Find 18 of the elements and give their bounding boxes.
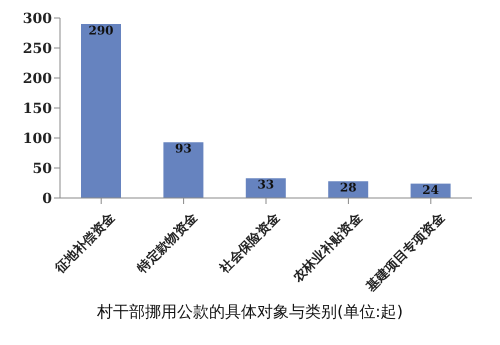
y-tick-label: 100 [22, 130, 52, 147]
bar [81, 24, 121, 198]
x-tick-label: 特定款物资金 [133, 209, 202, 277]
x-tick-label: 征地补偿资金 [51, 209, 119, 277]
data-label: 290 [88, 24, 114, 38]
data-label: 24 [422, 183, 439, 198]
x-tick-label: 社会保险资金 [216, 209, 284, 277]
data-label: 28 [340, 180, 357, 195]
y-tick-label: 50 [32, 160, 52, 177]
bar [163, 142, 204, 198]
y-tick-label: 200 [22, 70, 52, 87]
y-tick-label: 300 [22, 10, 52, 27]
text: 村干部挪用公款的具体对象与类别(单位:起) [96, 302, 404, 323]
data-label: 33 [257, 178, 274, 192]
y-tick-label: 0 [42, 190, 52, 207]
y-tick-label: 150 [22, 100, 52, 117]
y-tick-label: 250 [22, 40, 52, 57]
data-label: 93 [175, 142, 192, 156]
